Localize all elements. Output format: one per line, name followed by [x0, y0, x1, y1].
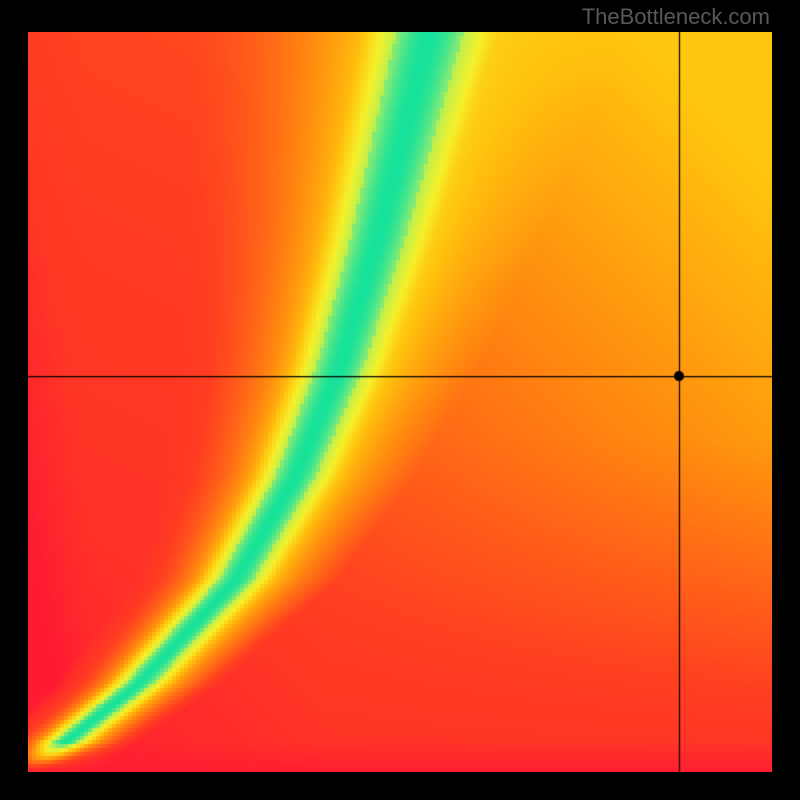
watermark-text: TheBottleneck.com [582, 4, 770, 30]
heatmap-canvas [28, 32, 772, 772]
chart-container: TheBottleneck.com [0, 0, 800, 800]
